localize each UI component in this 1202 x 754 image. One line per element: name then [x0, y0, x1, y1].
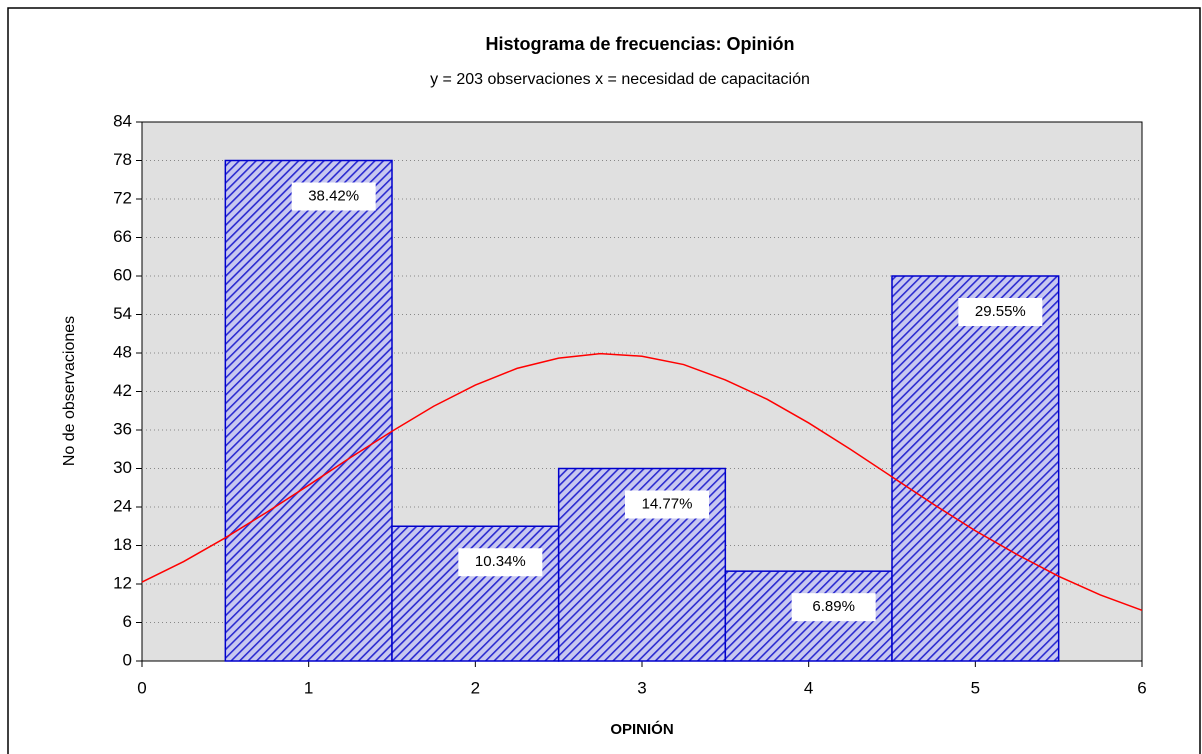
- bar: [391, 525, 560, 662]
- normal-curve: [141, 352, 1143, 612]
- x-tick-label: 4: [804, 678, 813, 697]
- x-tick-label: 3: [637, 678, 646, 697]
- data-label: 14.77%: [642, 495, 693, 512]
- y-tick-label: 72: [113, 188, 132, 207]
- y-axis-label: No de observaciones: [61, 316, 78, 466]
- label-box: [291, 182, 376, 211]
- y-tick-label: 24: [113, 496, 132, 515]
- bar: [224, 159, 393, 662]
- y-tick-label: 30: [113, 458, 132, 477]
- y-tick-label: 42: [113, 381, 132, 400]
- y-tick-label: 36: [113, 419, 132, 438]
- y-tick-label: 0: [123, 650, 132, 669]
- y-tick-label: 78: [113, 150, 132, 169]
- y-tick-label: 84: [113, 111, 132, 130]
- label-box: [958, 298, 1043, 326]
- y-tick-label: 48: [113, 342, 132, 361]
- frame: [7, 7, 1201, 754]
- label-box: [791, 593, 876, 622]
- chart-title: Histograma de frecuencias: Opinión: [485, 34, 794, 54]
- y-tick-label: 66: [113, 227, 132, 246]
- data-label: 6.89%: [812, 598, 855, 615]
- x-tick-label: 6: [1137, 678, 1146, 697]
- x-axis-label: OPINIÓN: [610, 720, 673, 738]
- label-box: [625, 490, 709, 519]
- y-tick-label: 54: [113, 304, 132, 323]
- x-tick-label: 5: [971, 678, 980, 697]
- y-tick-label: 6: [123, 612, 132, 631]
- y-tick-label: 60: [113, 265, 132, 284]
- chart-subtitle: y = 203 observaciones x = necesidad de c…: [430, 71, 810, 88]
- data-label: 38.42%: [308, 187, 359, 204]
- x-tick-label: 2: [471, 678, 480, 697]
- x-tick-label: 0: [137, 678, 146, 697]
- y-tick-label: 18: [113, 535, 132, 554]
- data-label: 29.55%: [975, 303, 1026, 320]
- y-tick-label: 12: [113, 573, 132, 592]
- bar: [891, 275, 1060, 662]
- label-box: [458, 548, 543, 577]
- data-label: 10.34%: [475, 553, 526, 570]
- x-tick-label: 1: [304, 678, 313, 697]
